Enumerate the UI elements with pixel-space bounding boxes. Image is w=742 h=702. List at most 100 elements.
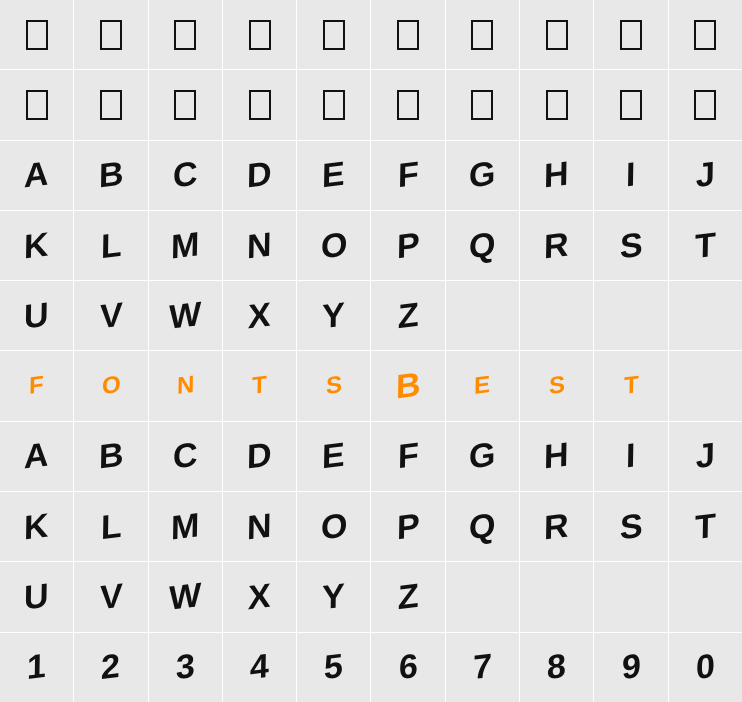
glyph-cell[interactable] xyxy=(371,70,445,139)
glyph-cell[interactable] xyxy=(669,281,742,350)
glyph-cell[interactable] xyxy=(669,351,742,420)
glyph-cell[interactable]: X xyxy=(223,281,297,350)
glyph-cell[interactable]: L xyxy=(74,211,148,280)
glyph-cell[interactable]: F xyxy=(0,351,74,420)
glyph-cell[interactable]: N xyxy=(223,492,297,561)
glyph-cell[interactable]: I xyxy=(594,422,668,491)
glyph-cell[interactable]: R xyxy=(520,211,594,280)
glyph-cell[interactable]: P xyxy=(371,211,445,280)
glyph-cell[interactable]: F xyxy=(371,422,445,491)
glyph-cell[interactable] xyxy=(149,0,223,69)
glyph-cell[interactable]: D xyxy=(223,422,297,491)
glyph-cell[interactable] xyxy=(297,0,371,69)
glyph-cell[interactable]: Z xyxy=(371,562,445,631)
glyph-cell[interactable]: Y xyxy=(297,281,371,350)
glyph-cell[interactable]: V xyxy=(74,281,148,350)
glyph-cell[interactable] xyxy=(520,562,594,631)
glyph-cell[interactable]: R xyxy=(520,492,594,561)
glyph-cell[interactable]: H xyxy=(520,422,594,491)
glyph-cell[interactable]: 9 xyxy=(594,633,668,702)
glyph-cell[interactable] xyxy=(74,70,148,139)
glyph-cell[interactable]: G xyxy=(446,422,520,491)
glyph-cell[interactable] xyxy=(446,0,520,69)
glyph-cell[interactable]: X xyxy=(223,562,297,631)
glyph-cell[interactable]: B xyxy=(74,141,148,210)
glyph-cell[interactable] xyxy=(446,562,520,631)
glyph-cell[interactable]: T xyxy=(594,351,668,420)
glyph-cell[interactable]: Z xyxy=(371,281,445,350)
glyph-cell[interactable] xyxy=(594,0,668,69)
glyph-cell[interactable]: H xyxy=(520,141,594,210)
glyph-cell[interactable]: 4 xyxy=(223,633,297,702)
glyph-cell[interactable] xyxy=(520,70,594,139)
glyph-cell[interactable]: E xyxy=(297,141,371,210)
glyph-cell[interactable] xyxy=(297,70,371,139)
glyph-cell[interactable]: U xyxy=(0,281,74,350)
glyph-cell[interactable] xyxy=(446,70,520,139)
glyph-cell[interactable]: Q xyxy=(446,492,520,561)
glyph-cell[interactable] xyxy=(520,281,594,350)
glyph-cell[interactable]: Q xyxy=(446,211,520,280)
glyph-cell[interactable]: M xyxy=(149,492,223,561)
glyph-cell[interactable] xyxy=(669,70,742,139)
glyph-cell[interactable] xyxy=(669,0,742,69)
glyph-cell[interactable] xyxy=(0,0,74,69)
glyph-cell[interactable]: E xyxy=(297,422,371,491)
glyph-cell[interactable] xyxy=(669,562,742,631)
glyph-cell[interactable] xyxy=(223,0,297,69)
glyph-cell[interactable]: S xyxy=(594,492,668,561)
glyph-cell[interactable]: G xyxy=(446,141,520,210)
glyph-cell[interactable]: 3 xyxy=(149,633,223,702)
glyph-cell[interactable]: U xyxy=(0,562,74,631)
glyph-cell[interactable]: C xyxy=(149,141,223,210)
glyph-cell[interactable]: 6 xyxy=(371,633,445,702)
glyph-cell[interactable] xyxy=(371,0,445,69)
glyph-cell[interactable] xyxy=(74,0,148,69)
glyph-cell[interactable]: P xyxy=(371,492,445,561)
glyph-cell[interactable]: S xyxy=(297,351,371,420)
glyph-cell[interactable]: A xyxy=(0,422,74,491)
glyph-cell[interactable]: O xyxy=(74,351,148,420)
glyph-cell[interactable]: I xyxy=(594,141,668,210)
glyph-cell[interactable] xyxy=(446,281,520,350)
glyph-cell[interactable]: T xyxy=(669,211,742,280)
glyph-cell[interactable]: 5 xyxy=(297,633,371,702)
glyph-cell[interactable]: L xyxy=(74,492,148,561)
glyph-cell[interactable]: B xyxy=(371,351,445,420)
glyph-cell[interactable]: J xyxy=(669,141,742,210)
glyph-cell[interactable]: Y xyxy=(297,562,371,631)
glyph-cell[interactable]: M xyxy=(149,211,223,280)
glyph-cell[interactable]: O xyxy=(297,492,371,561)
glyph-cell[interactable]: C xyxy=(149,422,223,491)
glyph-cell[interactable]: F xyxy=(371,141,445,210)
glyph-cell[interactable]: N xyxy=(223,211,297,280)
glyph-cell[interactable]: S xyxy=(594,211,668,280)
glyph-cell[interactable]: K xyxy=(0,492,74,561)
glyph-cell[interactable]: K xyxy=(0,211,74,280)
glyph-cell[interactable]: N xyxy=(149,351,223,420)
glyph-cell[interactable]: O xyxy=(297,211,371,280)
glyph-cell[interactable]: 1 xyxy=(0,633,74,702)
glyph-cell[interactable]: 8 xyxy=(520,633,594,702)
glyph-cell[interactable]: T xyxy=(223,351,297,420)
glyph-cell[interactable] xyxy=(223,70,297,139)
glyph-cell[interactable]: 7 xyxy=(446,633,520,702)
glyph-cell[interactable]: A xyxy=(0,141,74,210)
glyph-cell[interactable]: 0 xyxy=(669,633,742,702)
glyph-cell[interactable]: V xyxy=(74,562,148,631)
glyph-cell[interactable] xyxy=(594,281,668,350)
glyph-cell[interactable] xyxy=(0,70,74,139)
glyph-cell[interactable]: D xyxy=(223,141,297,210)
glyph-cell[interactable] xyxy=(149,70,223,139)
glyph-cell[interactable]: 2 xyxy=(74,633,148,702)
glyph-cell[interactable] xyxy=(594,562,668,631)
glyph-cell[interactable] xyxy=(520,0,594,69)
glyph-cell[interactable]: E xyxy=(446,351,520,420)
glyph-cell[interactable]: J xyxy=(669,422,742,491)
glyph-cell[interactable]: S xyxy=(520,351,594,420)
glyph-cell[interactable] xyxy=(594,70,668,139)
glyph-cell[interactable]: B xyxy=(74,422,148,491)
glyph-cell[interactable]: T xyxy=(669,492,742,561)
glyph-cell[interactable]: W xyxy=(149,281,223,350)
glyph-cell[interactable]: W xyxy=(149,562,223,631)
